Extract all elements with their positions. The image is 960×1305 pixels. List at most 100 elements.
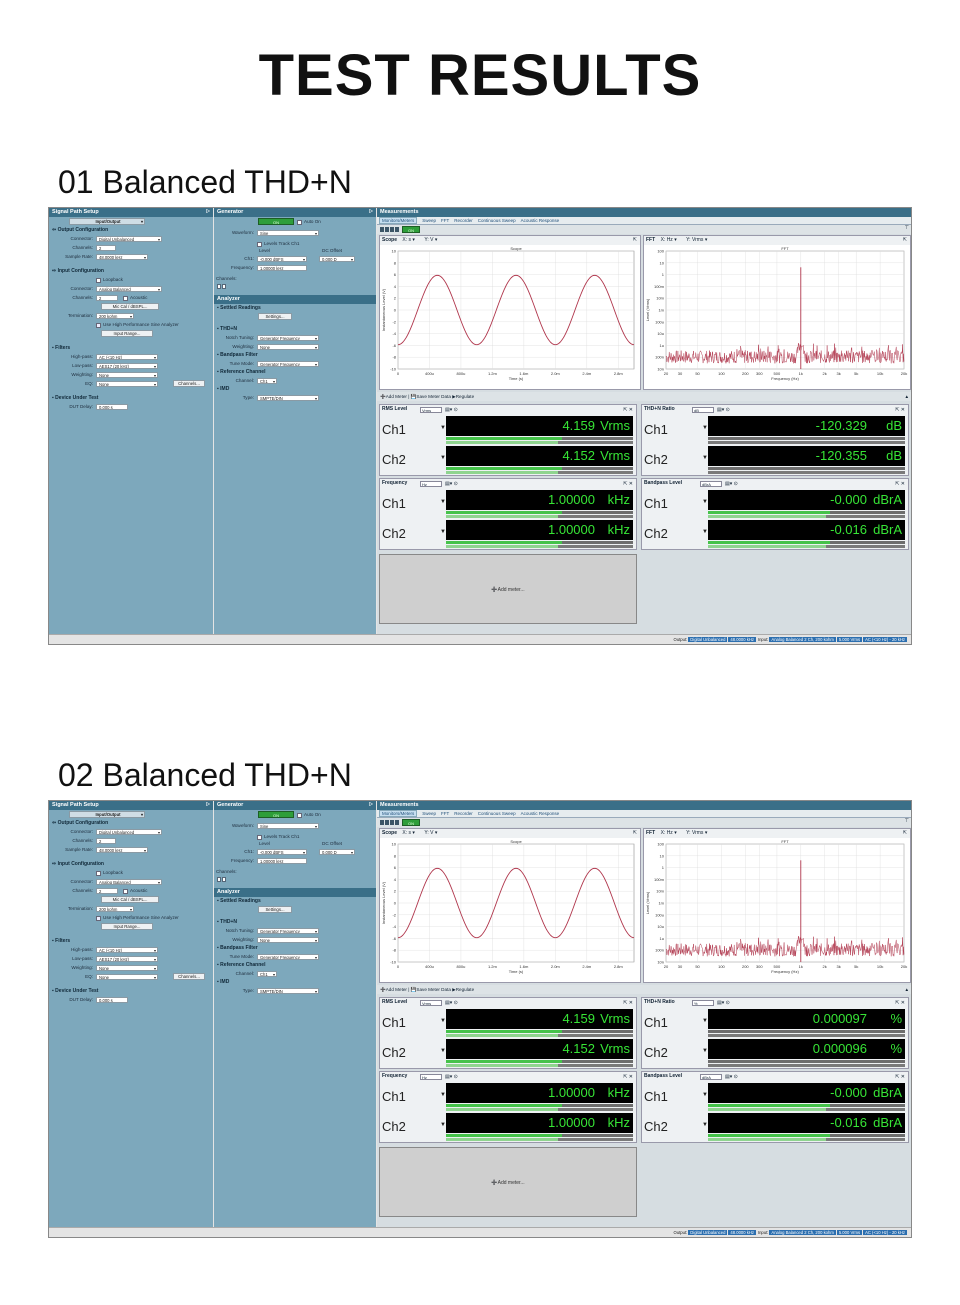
tab-recorder[interactable]: Recorder (454, 811, 473, 816)
termination-select[interactable]: 200 kohm (96, 905, 134, 912)
output-connector-select[interactable]: Digital Unbalanced (96, 235, 162, 242)
collapse-icon[interactable]: ▲ (904, 987, 909, 992)
chevron-down-icon[interactable]: ▼ (702, 529, 708, 535)
dut-delay-field[interactable]: 0.000 s (96, 403, 128, 410)
chevron-down-icon[interactable]: ▼ (440, 1122, 446, 1128)
eq-select[interactable]: None (96, 973, 158, 980)
meter-options-icon[interactable]: ▤▾ ⊙ (725, 481, 738, 487)
fft-y-axis-select[interactable]: Y: Vrms ▾ (686, 830, 708, 836)
status-output-connector[interactable]: Digital Unbalanced (688, 1230, 728, 1235)
thd-unit-select[interactable]: dB (692, 406, 714, 413)
tab-recorder[interactable]: Recorder (454, 218, 473, 223)
settings-button[interactable]: Settings... (258, 906, 292, 913)
filter-channels-button[interactable]: Channels... (173, 380, 205, 387)
scope-x-axis-select[interactable]: X: s ▾ (402, 237, 415, 243)
toolbar-icon[interactable] (380, 820, 384, 825)
tab-fft[interactable]: FFT (441, 811, 450, 816)
acoustic-checkbox[interactable] (123, 295, 128, 301)
toolbar-icon[interactable] (390, 227, 394, 232)
lowpass-select[interactable]: AES17 (20 kHz) (96, 362, 158, 369)
meters-on-button[interactable]: ON (402, 819, 420, 826)
gen-ch2-toggle[interactable] (222, 284, 226, 289)
scope-x-axis-select[interactable]: X: s ▾ (402, 830, 415, 836)
output-channels-stepper[interactable]: 2 (96, 244, 116, 251)
gen-ch1-toggle[interactable] (217, 877, 221, 882)
reference-channel-select[interactable]: Ch1 (257, 377, 277, 384)
chevron-down-icon[interactable]: ▼ (440, 529, 446, 535)
status-input-range[interactable]: 5.000 Vrms (836, 1230, 863, 1235)
toolbar-icon[interactable] (395, 227, 399, 232)
notch-tuning-select[interactable]: Generator Frequency (257, 927, 319, 934)
fft-x-axis-select[interactable]: X: Hz ▾ (660, 237, 677, 243)
chevron-down-icon[interactable]: ▼ (702, 455, 708, 461)
fft-y-axis-select[interactable]: Y: Vrms ▾ (686, 237, 708, 243)
generator-on-button[interactable]: ON (258, 811, 294, 818)
pin-icon[interactable]: ᐅ (368, 802, 373, 808)
close-icon[interactable]: ⇱ ✕ (895, 481, 905, 487)
add-meter-area[interactable]: ➕Add meter... (379, 554, 637, 624)
thdn-weighting-select[interactable]: None (257, 936, 319, 943)
meter-options-icon[interactable]: ▤▾ ⊙ (445, 481, 458, 487)
close-icon[interactable]: ⇱ ✕ (623, 1000, 633, 1006)
dc-offset-field[interactable]: 0.000 D (319, 255, 355, 262)
io-dropdown[interactable]: Input/Output (69, 811, 145, 818)
status-sample-rate[interactable]: 48.0000 kHz (728, 1230, 756, 1235)
auto-on-checkbox[interactable] (297, 812, 302, 818)
mic-cal-button[interactable]: Mic Cal / dBSPL... (101, 896, 159, 903)
chevron-down-icon[interactable]: ▼ (702, 1048, 708, 1054)
levels-track-checkbox[interactable] (257, 241, 262, 247)
weighting-select[interactable]: None (96, 371, 158, 378)
tab-monitors-meters[interactable]: Monitors/Meters (379, 810, 418, 817)
gen-ch1-toggle[interactable] (217, 284, 221, 289)
notch-tuning-select[interactable]: Generator Frequency (257, 334, 319, 341)
fft-x-axis-select[interactable]: X: Hz ▾ (660, 830, 677, 836)
close-icon[interactable]: ⇱ ✕ (895, 1074, 905, 1080)
pin-icon[interactable]: ᐅ (368, 209, 373, 215)
waveform-select[interactable]: Sine (257, 229, 319, 236)
status-output-connector[interactable]: Digital Unbalanced (688, 637, 728, 642)
hp-sine-checkbox[interactable] (96, 915, 101, 921)
meter-options-icon[interactable]: ▤▾ ⊙ (445, 1000, 458, 1006)
bp-unit-select[interactable]: dBrA (700, 480, 722, 487)
auto-on-checkbox[interactable] (297, 219, 302, 225)
tune-mode-select[interactable]: Generator Frequency (257, 360, 319, 367)
lowpass-select[interactable]: AES17 (20 kHz) (96, 955, 158, 962)
output-connector-select[interactable]: Digital Unbalanced (96, 828, 162, 835)
meter-options-icon[interactable]: ▤▾ ⊙ (717, 1000, 730, 1006)
input-connector-select[interactable]: Analog Balanced (96, 285, 162, 292)
tune-mode-select[interactable]: Generator Frequency (257, 953, 319, 960)
hp-sine-checkbox[interactable] (96, 322, 101, 328)
regulate-button[interactable]: ▶Regulate (452, 987, 475, 992)
chevron-down-icon[interactable]: ▼ (440, 425, 446, 431)
imd-type-select[interactable]: SMPTE/DIN (257, 394, 319, 401)
tab-acoustic-response[interactable]: Acoustic Response (520, 218, 560, 223)
status-filter[interactable]: AC (<10 Hz) - 20 kHz (863, 1230, 907, 1235)
tab-continuous-sweep[interactable]: Continuous Sweep (477, 811, 516, 816)
collapse-icon[interactable]: ⊤ (904, 225, 909, 231)
chevron-down-icon[interactable]: ▼ (702, 1122, 708, 1128)
chevron-down-icon[interactable]: ▼ (440, 455, 446, 461)
tab-acoustic-response[interactable]: Acoustic Response (520, 811, 560, 816)
toolbar-icon[interactable] (385, 820, 389, 825)
close-icon[interactable]: ⇱ ✕ (623, 481, 633, 487)
collapse-icon[interactable]: ▲ (904, 394, 909, 399)
meter-options-icon[interactable]: ▤▾ ⊙ (445, 407, 458, 413)
scope-y-axis-select[interactable]: Y: V ▾ (424, 830, 438, 836)
save-meter-data-button[interactable]: 💾Save Meter Data (410, 394, 451, 399)
input-channels-stepper[interactable]: 2 (96, 294, 118, 301)
highpass-select[interactable]: AC (<10 Hz) (96, 353, 158, 360)
pin-icon[interactable]: ᐅ (205, 209, 210, 215)
chevron-down-icon[interactable]: ▼ (440, 499, 446, 505)
dut-delay-field[interactable]: 0.000 s (96, 996, 128, 1003)
chevron-down-icon[interactable]: ▼ (702, 425, 708, 431)
chevron-down-icon[interactable]: ▼ (440, 1092, 446, 1098)
scope-y-axis-select[interactable]: Y: V ▾ (424, 237, 438, 243)
filter-channels-button[interactable]: Channels... (173, 973, 205, 980)
generator-frequency-field[interactable]: 1.00000 kHz (257, 857, 307, 864)
highpass-select[interactable]: AC (<10 Hz) (96, 946, 158, 953)
popout-icon[interactable]: ⇱ (632, 830, 637, 836)
settings-button[interactable]: Settings... (258, 313, 292, 320)
termination-select[interactable]: 200 kohm (96, 312, 134, 319)
chevron-down-icon[interactable]: ▼ (702, 499, 708, 505)
io-dropdown[interactable]: Input/Output (69, 218, 145, 225)
